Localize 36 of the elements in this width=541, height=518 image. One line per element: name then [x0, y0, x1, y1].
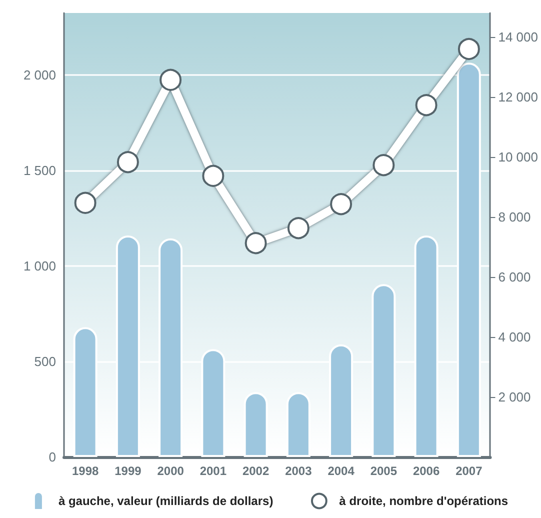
- y2-tick-label: 6 000: [498, 270, 531, 284]
- x-tick-label: 2001: [200, 464, 227, 478]
- point: [116, 151, 139, 174]
- x-tick-label: 2006: [412, 464, 440, 478]
- x-tick-label: 1999: [114, 464, 142, 478]
- point: [330, 193, 352, 216]
- point: [458, 38, 480, 60]
- bar: [286, 392, 310, 457]
- x-tick-label: 2000: [157, 464, 184, 478]
- point: [287, 217, 310, 240]
- point: [202, 164, 224, 187]
- legend-label: à gauche, valeur (milliards de dollars): [58, 494, 274, 508]
- y-tick-label: 0: [48, 450, 56, 464]
- x-tick-label: 2003: [285, 464, 312, 478]
- y2-tick-label: 10 000: [498, 150, 538, 164]
- y2-tick-label: 8 000: [498, 210, 531, 224]
- x-tick-label: 2004: [328, 464, 355, 478]
- x-tick-label: 1998: [72, 464, 99, 478]
- y2-tick-label: 2 000: [498, 390, 531, 404]
- y-tick-label: 1 500: [23, 163, 56, 178]
- x-tick-label: 2007: [456, 464, 483, 478]
- legend-label: à droite, nombre d'opérations: [339, 494, 508, 508]
- point: [372, 154, 395, 176]
- point: [415, 94, 438, 116]
- y2-tick-label: 4 000: [498, 330, 531, 344]
- bar: [244, 392, 268, 457]
- y2-tick-label: 14 000: [498, 30, 538, 44]
- y-tick-label: 2 000: [23, 68, 56, 83]
- y-tick-label: 500: [34, 354, 56, 370]
- point: [74, 192, 96, 214]
- y-tick-label: 1 000: [23, 258, 56, 274]
- x-tick-label: 2002: [242, 464, 270, 478]
- point: [244, 232, 267, 254]
- x-tick-label: 2005: [370, 464, 398, 478]
- point: [160, 68, 182, 91]
- y2-tick-label: 12 000: [498, 90, 538, 104]
